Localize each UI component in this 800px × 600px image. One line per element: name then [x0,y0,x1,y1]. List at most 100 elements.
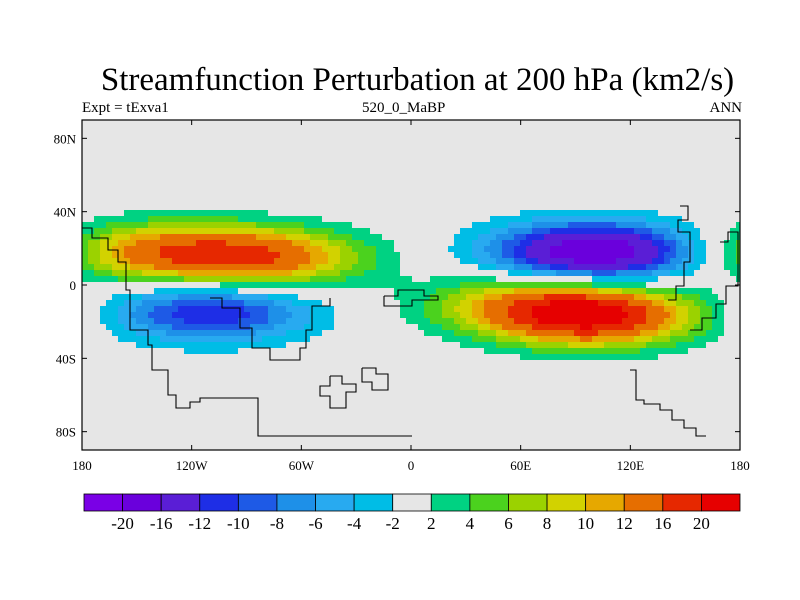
field-cell [100,180,107,187]
field-cell [676,318,683,325]
field-cell [130,264,137,271]
field-cell [388,126,395,133]
field-cell [514,270,521,277]
field-cell [682,384,689,391]
field-cell [316,192,323,199]
field-cell [202,300,209,307]
field-cell [292,300,299,307]
field-cell [682,204,689,211]
field-cell [652,300,659,307]
field-cell [202,378,209,385]
field-cell [712,324,719,331]
field-cell [478,186,485,193]
field-cell [238,348,245,355]
field-cell [238,162,245,169]
field-cell [262,234,269,241]
field-cell [592,366,599,373]
field-cell [316,132,323,139]
field-cell [322,138,329,145]
field-cell [328,276,335,283]
field-cell [274,324,281,331]
field-cell [490,132,497,139]
field-cell [562,192,569,199]
field-cell [190,258,197,265]
field-cell [694,228,701,235]
field-cell [556,384,563,391]
field-cell [430,246,437,253]
field-cell [406,222,413,229]
field-cell [436,312,443,319]
field-cell [688,156,695,163]
field-cell [676,228,683,235]
field-cell [238,378,245,385]
field-cell [544,312,551,319]
field-cell [286,282,293,289]
field-cell [658,288,665,295]
field-cell [580,198,587,205]
field-cell [256,204,263,211]
field-cell [196,234,203,241]
field-cell [274,378,281,385]
field-cell [130,258,137,265]
field-cell [178,300,185,307]
field-cell [670,144,677,151]
field-cell [346,312,353,319]
field-cell [490,228,497,235]
field-cell [82,258,89,265]
field-cell [292,294,299,301]
field-cell [358,222,365,229]
field-cell [322,132,329,139]
field-cell [694,372,701,379]
field-cell [634,132,641,139]
field-cell [514,336,521,343]
field-cell [730,234,737,241]
field-cell [232,192,239,199]
field-cell [448,330,455,337]
field-cell [736,360,741,367]
field-cell [502,306,509,313]
field-cell [94,180,101,187]
field-cell [214,132,221,139]
field-cell [700,150,707,157]
field-cell [370,366,377,373]
field-cell [556,264,563,271]
field-cell [238,204,245,211]
field-cell [724,228,731,235]
field-cell [262,324,269,331]
field-cell [628,126,635,133]
field-cell [184,168,191,175]
field-cell [226,300,233,307]
field-cell [640,348,647,355]
field-cell [232,264,239,271]
field-cell [484,306,491,313]
field-cell [640,318,647,325]
field-cell [610,276,617,283]
field-cell [496,168,503,175]
field-cell [538,174,545,181]
field-cell [730,258,737,265]
field-cell [388,246,395,253]
field-cell [280,222,287,229]
field-cell [556,300,563,307]
field-cell [520,372,527,379]
field-cell [568,366,575,373]
field-cell [718,384,725,391]
field-cell [454,282,461,289]
field-cell [592,168,599,175]
field-cell [652,204,659,211]
field-cell [532,288,539,295]
field-cell [130,366,137,373]
field-cell [142,324,149,331]
field-cell [130,198,137,205]
field-cell [328,348,335,355]
field-cell [460,258,467,265]
field-cell [136,270,143,277]
field-cell [226,258,233,265]
field-cell [580,192,587,199]
field-cell [232,294,239,301]
field-cell [394,144,401,151]
field-cell [304,150,311,157]
field-cell [496,162,503,169]
field-cell [694,180,701,187]
field-cell [724,240,731,247]
